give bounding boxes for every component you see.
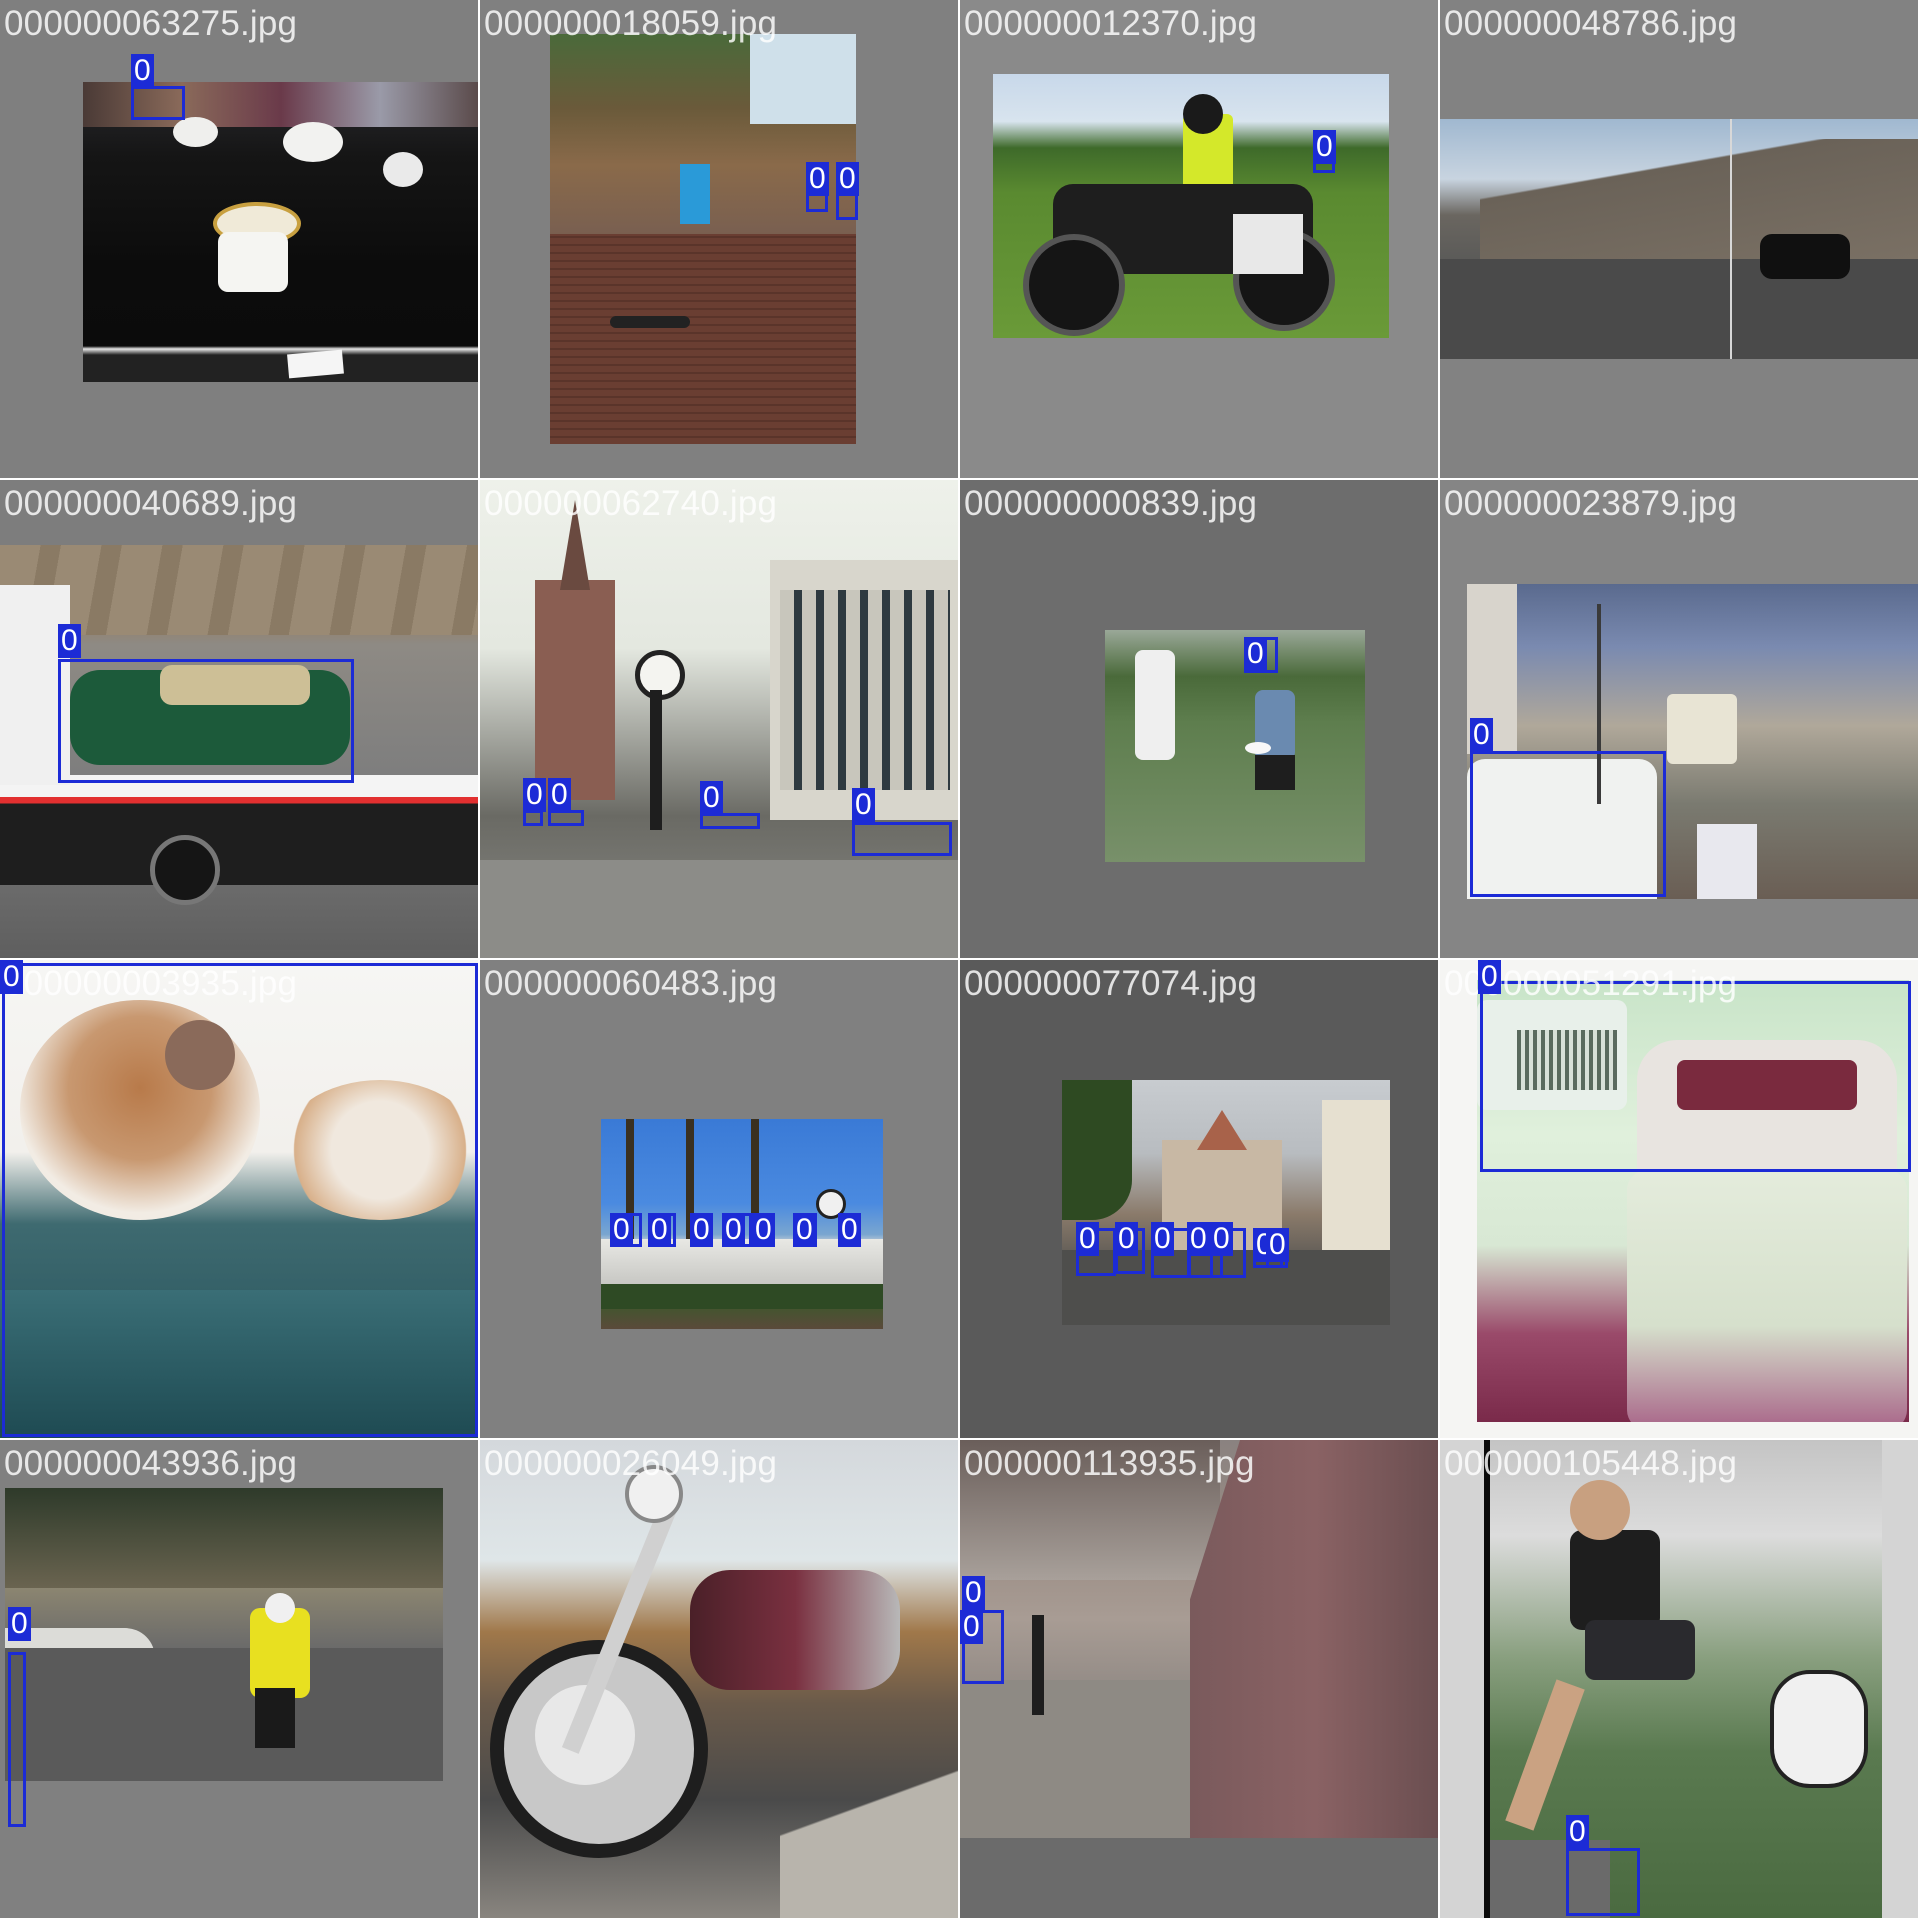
- photo-police-motorcycles: [5, 1488, 443, 1781]
- tile-filename: 000000026049.jpg: [484, 1444, 778, 1483]
- tile-filename: 000000063275.jpg: [4, 4, 298, 43]
- tile-filename: 000000077074.jpg: [964, 964, 1258, 1003]
- detection-box[interactable]: [8, 1652, 26, 1827]
- tile-filename: 000000023879.jpg: [1444, 484, 1738, 523]
- photo-train-crossing: [1467, 584, 1918, 899]
- photo-street-wall: [960, 1440, 1438, 1838]
- detection-class-label: 0: [648, 1213, 671, 1247]
- detection-class-label: 0: [852, 788, 875, 822]
- detection-class-label: 0: [960, 1610, 983, 1644]
- detection-box[interactable]: [1470, 751, 1666, 897]
- photo-town-clock: [480, 480, 958, 958]
- detection-class-label: 0: [752, 1213, 775, 1247]
- detection-box[interactable]: [1566, 1848, 1640, 1916]
- tile-filename: 000000003935.jpg: [4, 964, 298, 1003]
- image-tile[interactable]: 000000048786.jpg: [1440, 0, 1920, 480]
- tile-filename: 000000040689.jpg: [4, 484, 298, 523]
- image-tile[interactable]: 000000023879.jpg 0: [1440, 480, 1920, 960]
- detection-class-label: 0: [1115, 1222, 1138, 1256]
- detection-class-label: 0: [1244, 637, 1267, 671]
- photo-skater-jump: [1484, 1440, 1882, 1918]
- detection-class-label: 0: [1187, 1222, 1210, 1256]
- detection-box[interactable]: [523, 810, 543, 826]
- tile-filename: 000000105448.jpg: [1444, 1444, 1738, 1483]
- tile-filename: 000000060483.jpg: [484, 964, 778, 1003]
- detection-class-label: 0: [131, 54, 154, 88]
- photo-toilet-cars: [83, 82, 478, 382]
- photo-tow-truck: [0, 545, 478, 958]
- detection-class-label: 0: [836, 162, 859, 196]
- detection-box[interactable]: [2, 963, 478, 1437]
- tile-filename: 000000000839.jpg: [964, 484, 1258, 523]
- detection-class-label: 0: [722, 1213, 745, 1247]
- detection-class-label: 0: [1210, 1222, 1233, 1256]
- photo-sleeping-cat: [0, 960, 478, 1438]
- photo-highway-motorcycles: [1440, 119, 1918, 359]
- photo-street-skateboard: [550, 34, 856, 444]
- detection-class-label: 0: [58, 624, 81, 658]
- detection-box[interactable]: [700, 813, 760, 829]
- image-tile[interactable]: 000000062740.jpg 0 0 0 0: [480, 480, 960, 960]
- detection-class-label: 0: [690, 1213, 713, 1247]
- detection-class-label: 0: [700, 781, 723, 815]
- tile-filename: 000000018059.jpg: [484, 4, 778, 43]
- image-tile[interactable]: 000000000839.jpg 0: [960, 480, 1440, 960]
- detection-class-label: 0: [1266, 1228, 1289, 1262]
- image-tile[interactable]: 000000077074.jpg 0 0 0 0 0 0 0: [960, 960, 1440, 1440]
- photo-motorcycle-field: [993, 74, 1389, 338]
- detection-class-label: 0: [1151, 1222, 1174, 1256]
- image-tile[interactable]: 000000105448.jpg 0: [1440, 1440, 1920, 1920]
- photo-frisbee-players: [1105, 630, 1365, 862]
- tile-filename: 000000043936.jpg: [4, 1444, 298, 1483]
- image-tile[interactable]: 000000026049.jpg: [480, 1440, 960, 1920]
- detection-class-label: 0: [806, 162, 829, 196]
- image-tile[interactable]: 000000113935.jpg 0 0: [960, 1440, 1440, 1920]
- detection-class-label: 0: [962, 1576, 985, 1610]
- detection-class-label: 0: [1076, 1222, 1099, 1256]
- tile-filename: 000000012370.jpg: [964, 4, 1258, 43]
- detection-class-label: 0: [1313, 130, 1336, 164]
- detection-class-label: 0: [610, 1213, 633, 1247]
- detection-class-label: 0: [838, 1213, 861, 1247]
- image-tile[interactable]: 000000051291.jpg 0: [1440, 960, 1920, 1440]
- detection-class-label: 0: [793, 1213, 816, 1247]
- image-tile[interactable]: 000000060483.jpg 0 0 0 0 0 0 0: [480, 960, 960, 1440]
- photo-parking-meter: [1477, 980, 1909, 1422]
- photo-church-street: [1062, 1080, 1390, 1325]
- image-tile[interactable]: 000000043936.jpg 0: [0, 1440, 480, 1920]
- detection-class-label: 0: [523, 778, 546, 812]
- detection-box[interactable]: [852, 822, 952, 856]
- image-tile[interactable]: 000000003935.jpg 0: [0, 960, 480, 1440]
- image-tile[interactable]: 000000063275.jpg 0: [0, 0, 480, 480]
- tile-filename: 000000062740.jpg: [484, 484, 778, 523]
- image-tile[interactable]: 000000040689.jpg 0: [0, 480, 480, 960]
- detection-box[interactable]: [131, 86, 185, 120]
- image-tile[interactable]: 000000018059.jpg 0 0: [480, 0, 960, 480]
- detection-box[interactable]: [962, 1610, 1004, 1684]
- detection-box[interactable]: [58, 659, 354, 783]
- tile-filename: 000000113935.jpg: [964, 1444, 1255, 1483]
- detection-class-label: 0: [8, 1607, 31, 1641]
- detection-class-label: 0: [548, 778, 571, 812]
- detection-class-label: 0: [1470, 718, 1493, 752]
- detection-class-label: 0: [1566, 1815, 1589, 1849]
- image-tile[interactable]: 000000012370.jpg 0: [960, 0, 1440, 480]
- tile-filename: 000000048786.jpg: [1444, 4, 1738, 43]
- detection-class-label: 0: [0, 960, 23, 994]
- detection-class-label: 0: [1478, 960, 1501, 994]
- detection-box[interactable]: [1480, 981, 1911, 1172]
- detection-box[interactable]: [548, 810, 584, 826]
- photo-chrome-motorcycle: [480, 1440, 958, 1918]
